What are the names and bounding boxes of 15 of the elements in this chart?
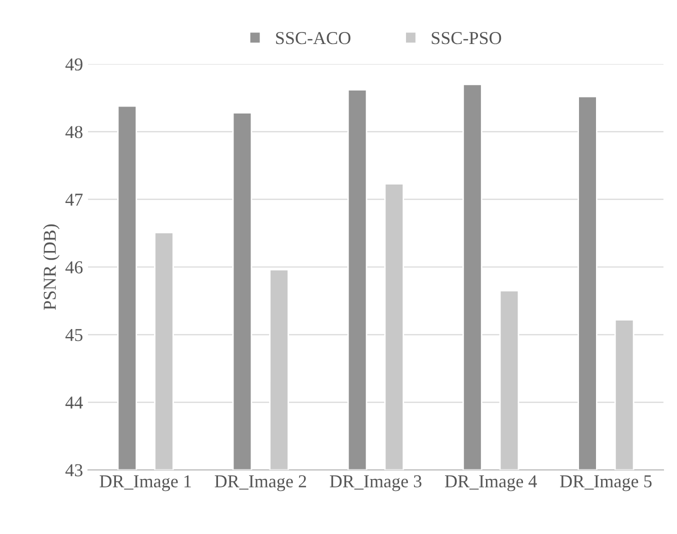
x-tick-label: DR_Image 4 (444, 475, 537, 492)
y-axis-title: PSNR (DB) (43, 224, 60, 310)
y-tick-label: 47 (65, 194, 83, 206)
y-tick-label: 44 (65, 396, 83, 409)
legend-label: SSC-PSO (432, 32, 502, 44)
x-tick-label: DR_Image 1 (100, 475, 191, 492)
legend-label: SSC-ACO (276, 32, 350, 44)
y-tick-label: 46 (65, 261, 83, 274)
x-tick-label: DR_Image 3 (330, 475, 422, 492)
x-tick-label: DR_Image 2 (214, 475, 306, 492)
y-tick-label: 43 (65, 464, 82, 476)
y-tick-label: 49 (65, 58, 82, 71)
x-tick-label: DR_Image 5 (560, 475, 652, 492)
y-tick-label: 45 (65, 329, 82, 342)
y-tick-label: 48 (65, 126, 82, 138)
